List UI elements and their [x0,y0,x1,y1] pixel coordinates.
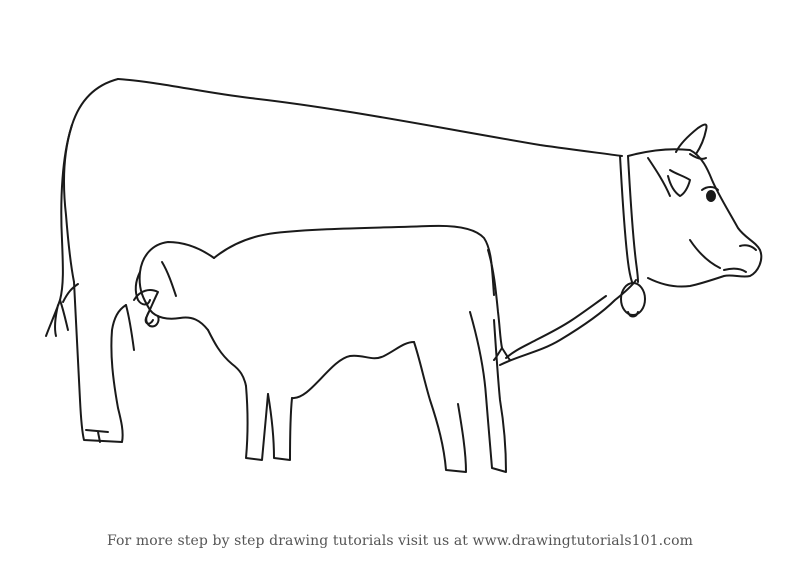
calf-back-outline [214,226,494,295]
cow-rump-outline [64,79,118,282]
calf-tail [488,250,502,348]
cow-neck-wrinkles [506,296,606,358]
cow-bell-clapper [628,312,638,317]
cow-forehead [648,158,670,196]
calf-ear [136,272,150,305]
calf-hind-leg-right [470,312,506,472]
cow-jaw [690,240,720,268]
cow-neck-underside [500,280,636,365]
cow-hind-hoof [86,430,108,442]
cow-hind-leg-inner [126,305,134,350]
tutorial-caption: For more step by step drawing tutorials … [106,533,694,549]
cow-hind-leg [74,282,126,442]
calf-front-leg-right [268,394,292,460]
calf-face-detail [162,262,176,296]
cow-horn-base [690,154,706,159]
calf-tail-tuft [494,348,510,360]
cow-back-outline [118,79,622,156]
cow-head-outline [628,149,761,286]
cow-collar-strap-back [628,156,638,282]
calf-belly [292,342,414,398]
cow-muzzle [740,245,756,250]
calf-chest [208,330,246,386]
calf-muzzle [146,310,158,326]
calf-front-leg-left [246,386,268,460]
cow-horn [676,125,707,155]
cow-eyelid [702,187,718,190]
calf-head-outline [140,242,214,330]
cow-ear [668,170,690,196]
cow-tail-hair [46,284,78,336]
cow-bell [621,283,645,315]
calf-hind-leg-left [414,342,466,472]
cow-illustration [46,79,761,442]
cow-eye [707,191,715,201]
cow-collar-strap [620,156,632,282]
calf-illustration [136,226,510,472]
cow-tail [60,125,72,300]
cow-mouth [724,269,746,272]
